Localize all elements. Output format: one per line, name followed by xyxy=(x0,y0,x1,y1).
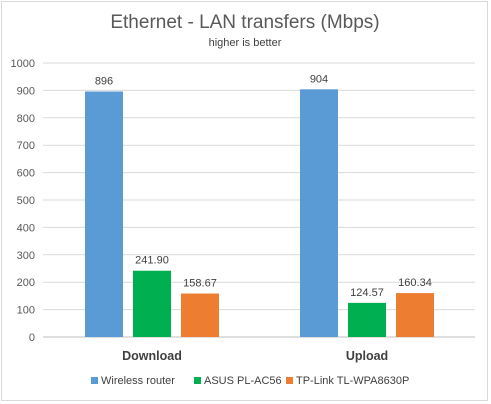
y-tick-label: 0 xyxy=(29,332,35,344)
bar xyxy=(348,302,386,337)
legend-swatch xyxy=(91,377,98,384)
data-label: 124.57 xyxy=(350,287,384,299)
chart-subtitle: higher is better xyxy=(209,37,282,49)
legend-label: ASUS PL-AC56 xyxy=(204,375,282,387)
data-label: 158.67 xyxy=(183,278,217,290)
y-tick-label: 1000 xyxy=(11,58,35,70)
bar xyxy=(396,293,434,337)
y-tick-label: 800 xyxy=(17,113,35,125)
legend-label: TP-Link TL-WPA8630P xyxy=(296,375,409,387)
data-label: 160.34 xyxy=(398,277,432,289)
legend-label: Wireless router xyxy=(101,375,175,387)
bar xyxy=(85,91,123,337)
data-label: 241.90 xyxy=(135,255,169,267)
y-tick-label: 400 xyxy=(17,222,35,234)
y-tick-label: 700 xyxy=(17,140,35,152)
legend-swatch xyxy=(194,377,201,384)
y-tick-label: 200 xyxy=(17,277,35,289)
chart-title: Ethernet - LAN transfers (Mbps) xyxy=(110,12,379,33)
y-tick-label: 100 xyxy=(17,305,35,317)
x-axis: Download Upload xyxy=(122,349,388,363)
y-tick-label: 900 xyxy=(17,85,35,97)
y-axis: 0 100 200 300 400 500 600 700 800 900 1000 xyxy=(11,58,35,344)
data-label: 904 xyxy=(310,73,328,85)
legend-swatch xyxy=(286,377,293,384)
y-tick-label: 500 xyxy=(17,195,35,207)
x-category-label: Upload xyxy=(346,349,388,363)
bars: 896 241.90 158.67 904 124.57 160.34 xyxy=(85,73,434,337)
bar xyxy=(181,293,219,337)
x-category-label: Download xyxy=(122,349,182,363)
legend: Wireless router ASUS PL-AC56 TP-Link TL-WP… xyxy=(91,375,409,387)
bar xyxy=(133,270,171,337)
y-tick-label: 600 xyxy=(17,168,35,180)
data-label: 896 xyxy=(95,75,113,87)
bar xyxy=(300,89,338,337)
y-tick-label: 300 xyxy=(17,250,35,262)
